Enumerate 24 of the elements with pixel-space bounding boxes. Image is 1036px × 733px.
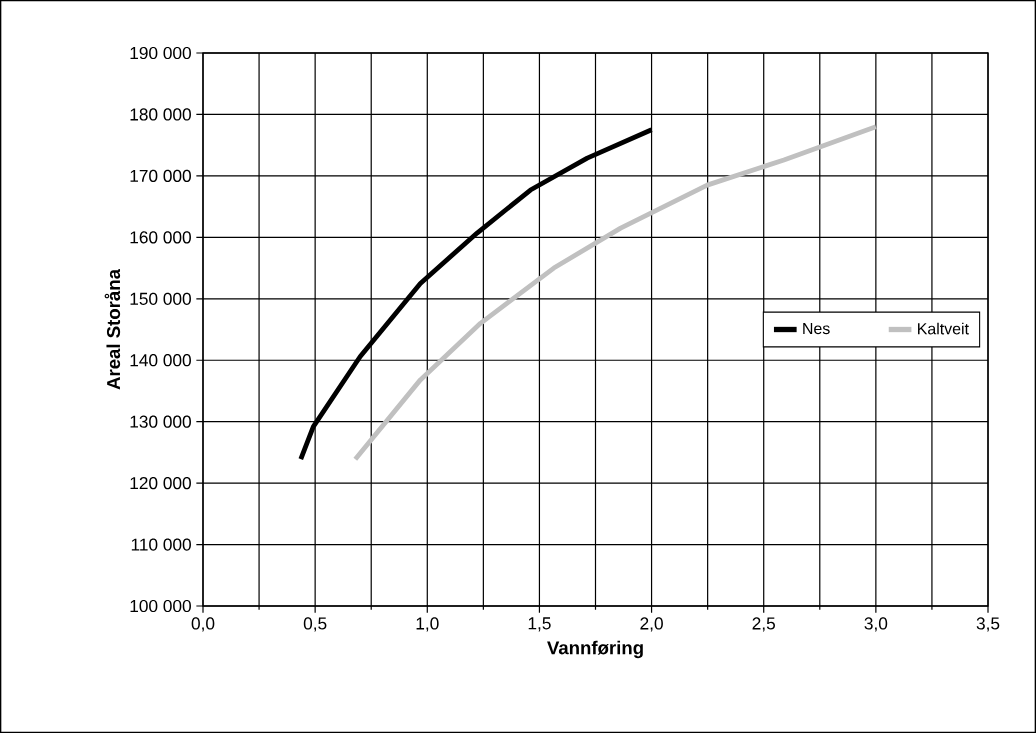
- x-tick-label: 3,0: [864, 617, 888, 632]
- y-axis-title: Areal Storåna: [104, 268, 121, 390]
- line-series: [352, 124, 879, 462]
- x-tick-label: 3,5: [976, 617, 1000, 632]
- y-tick-label: 120 000: [130, 477, 191, 490]
- y-tick-label: 160 000: [130, 231, 191, 244]
- x-axis-title: Vannføring: [547, 640, 643, 659]
- legend-label: Nes: [803, 323, 830, 335]
- y-tick-label: 100 000: [130, 599, 191, 613]
- y-tick-label: 170 000: [130, 169, 191, 182]
- line-series: [298, 127, 654, 462]
- x-tick-label: 1,0: [416, 617, 439, 632]
- x-tick-label: 2,0: [640, 617, 663, 632]
- x-tick-label: 2,5: [752, 617, 775, 632]
- legend-label: Kaltveit: [918, 322, 969, 335]
- y-tick-label: 190 000: [130, 46, 191, 60]
- y-tick-label: 130 000: [130, 415, 191, 428]
- x-tick-label: 0,5: [303, 617, 327, 632]
- x-tick-label: 1,5: [528, 617, 551, 632]
- y-tick-label: 140 000: [130, 354, 191, 367]
- x-tick-label: 0,0: [191, 617, 215, 632]
- y-tick-label: 180 000: [130, 108, 191, 121]
- y-tick-label: 150 000: [130, 292, 191, 305]
- y-tick-label: 110 000: [131, 538, 191, 551]
